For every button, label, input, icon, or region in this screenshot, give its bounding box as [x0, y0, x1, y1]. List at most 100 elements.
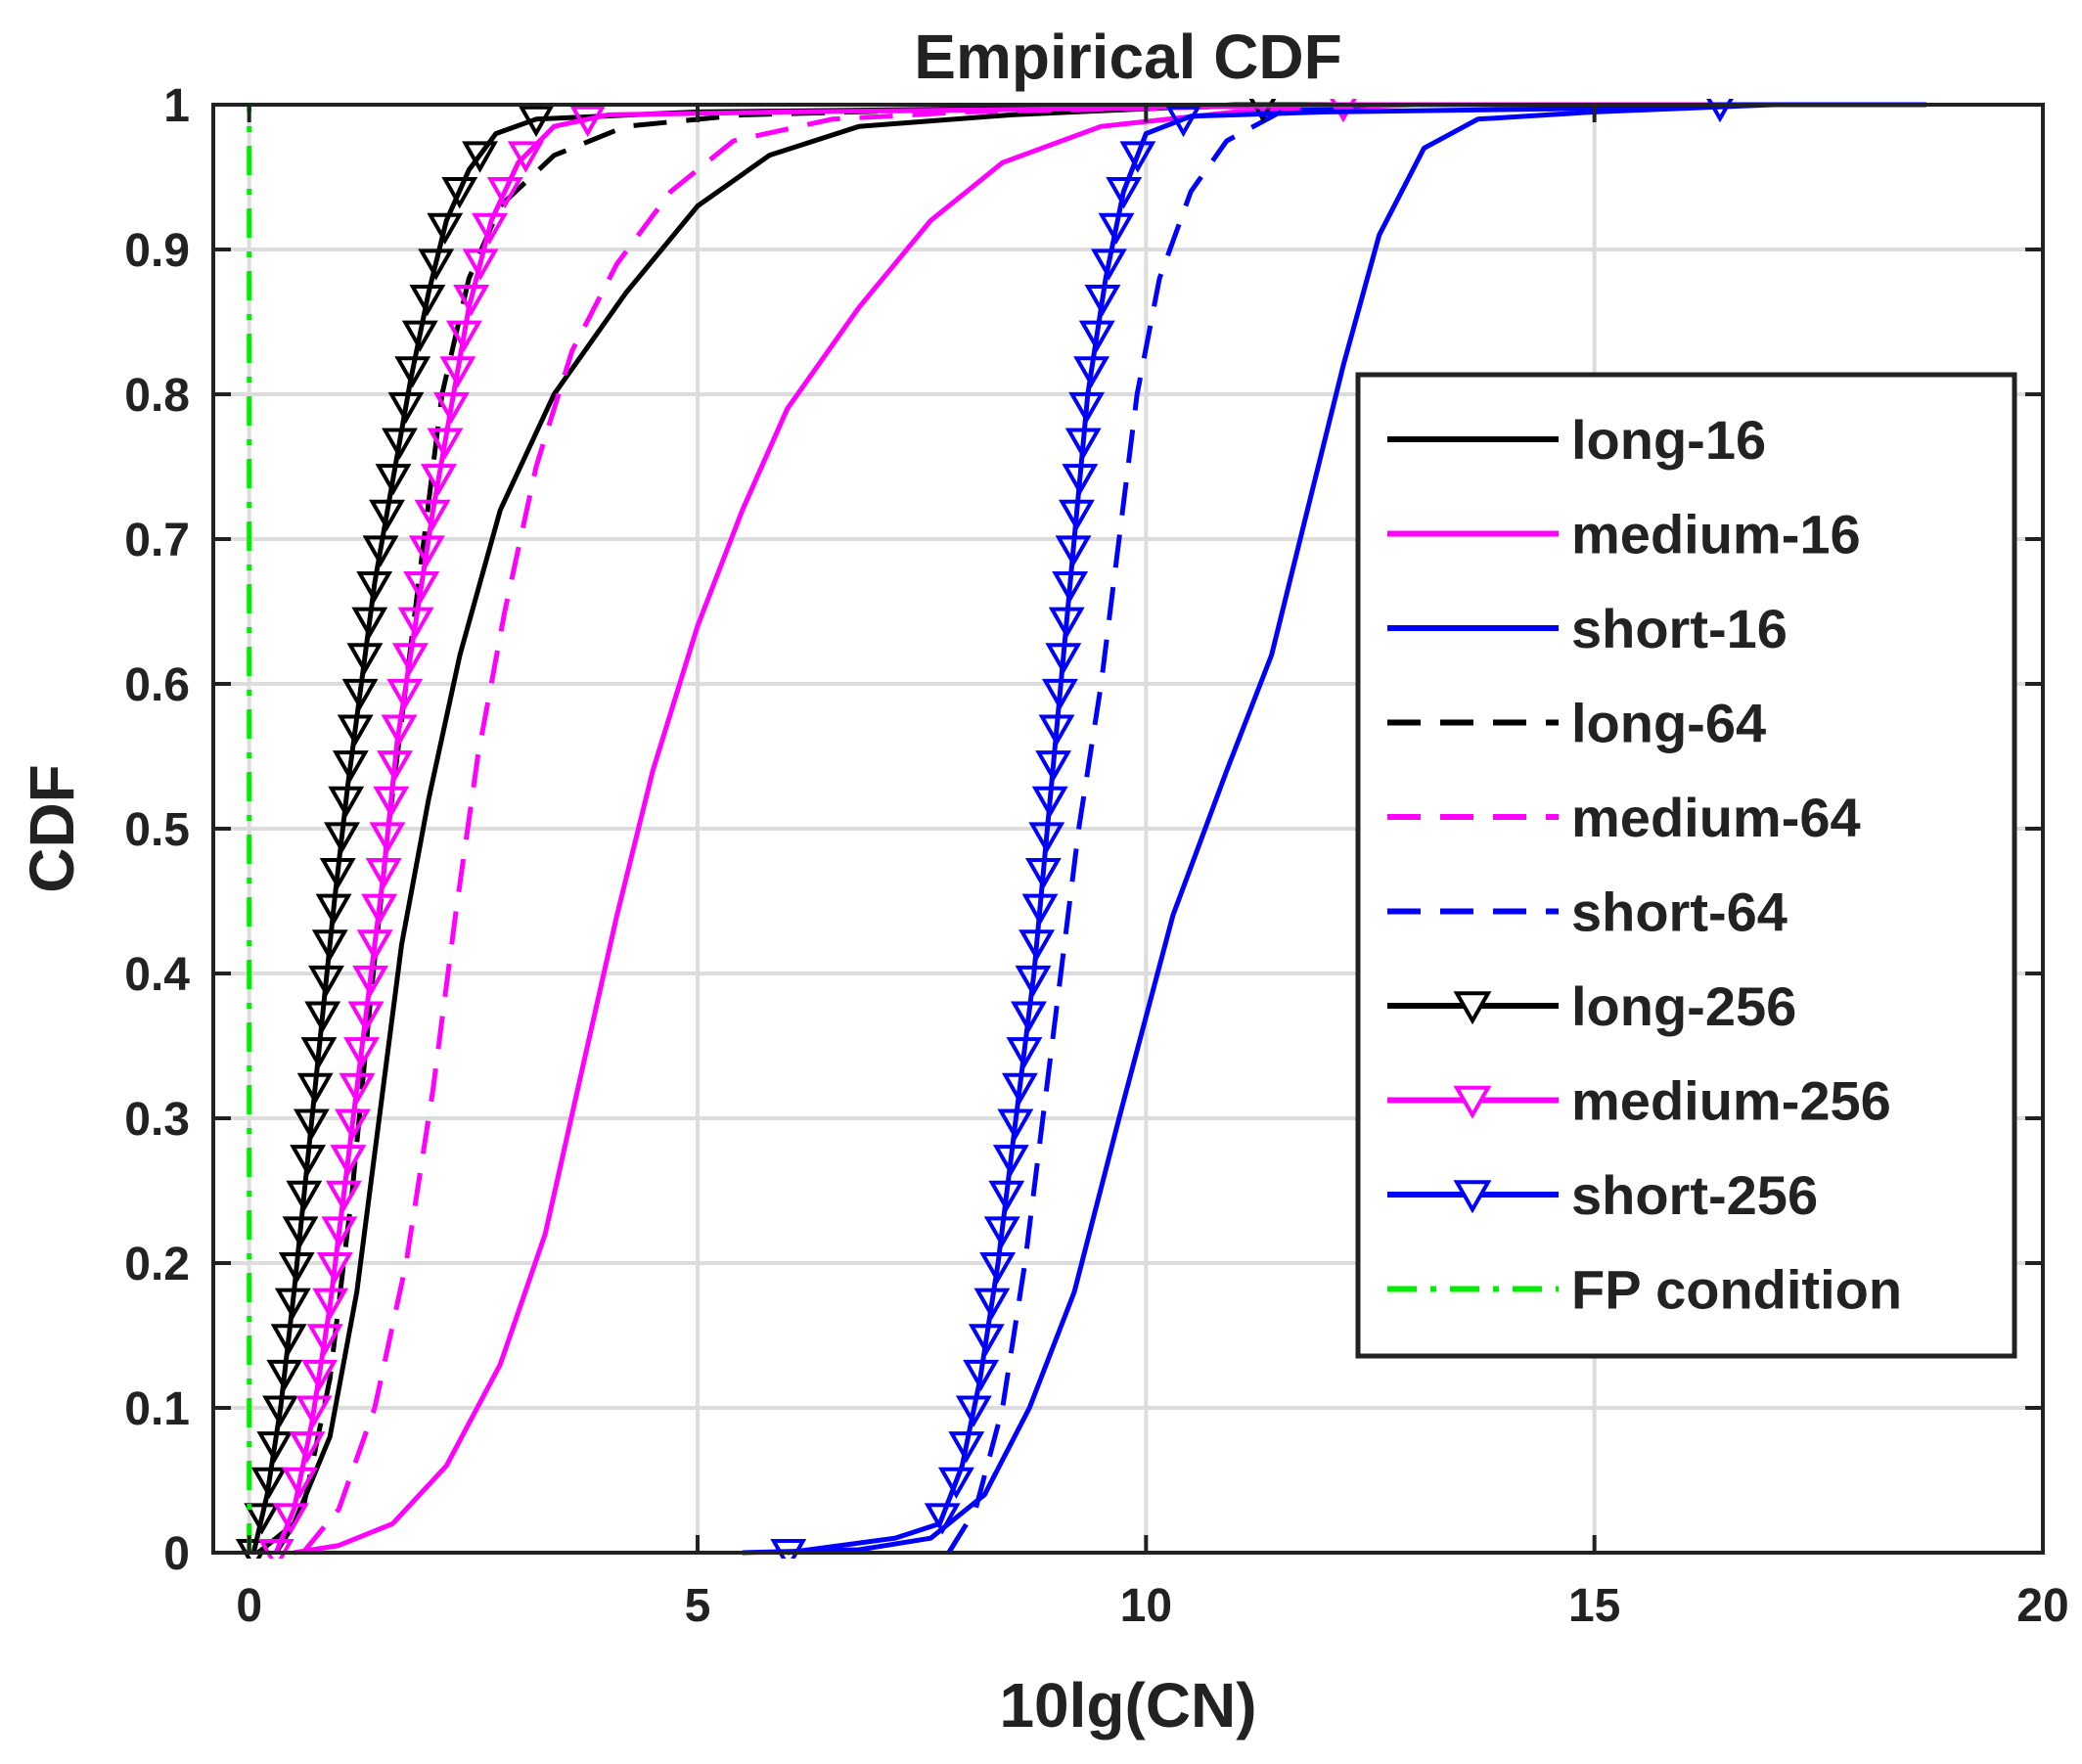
data-marker [507, 141, 544, 173]
data-marker [256, 1431, 294, 1464]
data-marker [1018, 929, 1056, 962]
data-marker [365, 858, 402, 890]
data-marker [296, 1072, 334, 1106]
data-marker [418, 249, 455, 281]
data-marker [973, 1288, 1011, 1320]
data-marker [408, 535, 445, 567]
data-marker [1106, 177, 1143, 209]
data-marker [346, 643, 384, 675]
data-marker [347, 1001, 385, 1033]
legend-label: medium-256 [1571, 1070, 1891, 1132]
data-marker [963, 1359, 1000, 1392]
data-marker [289, 1431, 326, 1464]
data-marker [979, 1251, 1017, 1285]
data-marker [1073, 356, 1110, 388]
x-tick-label: 5 [685, 1580, 711, 1632]
data-marker [414, 499, 451, 532]
data-marker [1098, 212, 1135, 245]
data-marker [441, 177, 478, 209]
data-marker [421, 464, 457, 496]
data-marker [1052, 570, 1089, 604]
series-line-medium-64 [300, 102, 1326, 1555]
data-marker [324, 822, 360, 854]
data-marker [1045, 643, 1082, 675]
data-marker [369, 499, 405, 532]
legend-item-short-64: short-64 [1387, 882, 1788, 943]
data-marker [1015, 965, 1052, 998]
data-marker [270, 1324, 307, 1356]
data-marker [937, 1467, 974, 1500]
data-marker [343, 1037, 380, 1069]
data-marker [1064, 428, 1102, 460]
data-marker [250, 1467, 288, 1500]
data-marker [339, 1072, 376, 1106]
data-marker [341, 678, 379, 711]
data-marker [1055, 535, 1092, 567]
data-marker [1038, 714, 1075, 746]
legend-label: short-256 [1571, 1164, 1818, 1226]
legend-label: long-16 [1571, 409, 1766, 471]
data-marker [361, 893, 398, 926]
data-marker [300, 1037, 338, 1069]
data-marker [472, 212, 508, 245]
data-marker [356, 570, 393, 604]
legend-item-fp-condition: FP condition [1387, 1259, 1902, 1321]
data-marker [955, 1395, 992, 1427]
data-marker [304, 1001, 341, 1033]
legend-item-medium-64: medium-64 [1387, 787, 1861, 848]
data-marker [1078, 320, 1115, 352]
legend-item-long-16: long-16 [1387, 409, 1766, 471]
series-line-medium-256 [273, 102, 1926, 1554]
series-line-medium-16 [294, 102, 1926, 1556]
data-marker [988, 1180, 1025, 1212]
data-marker [282, 1467, 318, 1500]
legend-marker [1453, 991, 1492, 1025]
series-markers-short-256 [770, 99, 1734, 1559]
legend-item-long-256: long-256 [1387, 975, 1796, 1037]
data-marker [1024, 858, 1062, 890]
plot-series [235, 99, 1926, 1559]
data-marker [1084, 284, 1121, 317]
data-marker [315, 893, 352, 926]
data-marker [282, 1216, 319, 1248]
data-marker [1058, 499, 1095, 532]
data-marker [1035, 750, 1072, 783]
data-marker [948, 1431, 985, 1464]
data-marker [1119, 141, 1156, 173]
data-marker [387, 391, 425, 425]
y-tick-label: 0.8 [124, 370, 190, 422]
data-marker [293, 1108, 330, 1141]
legend-label: short-64 [1571, 882, 1788, 943]
y-tick-label: 0.6 [124, 659, 190, 711]
data-marker [335, 1108, 371, 1141]
y-tick-label: 0.2 [124, 1239, 190, 1290]
data-marker [997, 1108, 1034, 1141]
data-marker [274, 1288, 311, 1320]
data-marker [321, 1216, 358, 1248]
data-marker [386, 678, 424, 711]
data-marker [432, 391, 470, 425]
data-marker [369, 822, 406, 854]
data-marker [330, 1145, 367, 1177]
legend-item-short-16: short-16 [1387, 598, 1788, 659]
y-tick-label: 0.9 [124, 225, 190, 277]
data-marker [992, 1145, 1029, 1177]
data-marker [391, 643, 429, 675]
data-marker [397, 607, 434, 639]
series-markers-medium-256 [257, 99, 1357, 1559]
y-tick-label: 0.7 [124, 515, 190, 566]
data-marker [486, 177, 523, 209]
data-marker [1011, 1001, 1047, 1033]
data-marker [356, 929, 393, 962]
data-marker [362, 535, 399, 567]
data-marker [1048, 607, 1085, 639]
x-tick-label: 0 [236, 1580, 262, 1632]
data-marker [301, 1359, 339, 1392]
data-marker [462, 249, 499, 281]
legend-item-medium-256: medium-256 [1387, 1070, 1891, 1132]
data-marker [375, 464, 412, 496]
data-marker [382, 428, 418, 460]
data-marker [427, 428, 464, 460]
data-marker [266, 1359, 303, 1392]
data-marker [1068, 391, 1106, 425]
